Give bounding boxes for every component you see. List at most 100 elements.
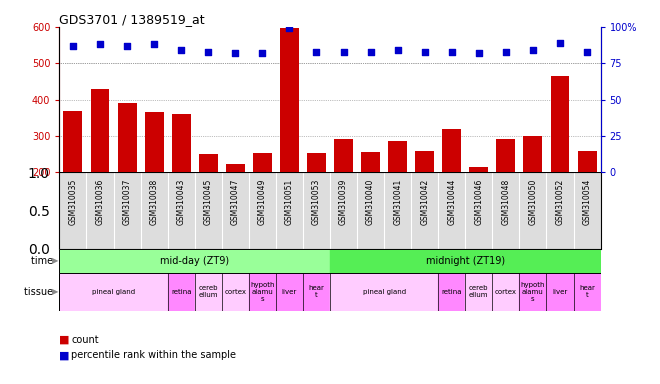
Text: ■: ■ <box>59 350 73 360</box>
Text: GSM310053: GSM310053 <box>312 179 321 225</box>
Text: GSM310048: GSM310048 <box>502 179 510 225</box>
Text: count: count <box>71 335 99 345</box>
Text: GSM310045: GSM310045 <box>204 179 213 225</box>
Text: pineal gland: pineal gland <box>92 289 135 295</box>
Text: GSM310037: GSM310037 <box>123 179 131 225</box>
Point <box>339 48 349 55</box>
Point <box>554 40 565 46</box>
Text: GSM310049: GSM310049 <box>258 179 267 225</box>
Text: GSM310038: GSM310038 <box>150 179 158 225</box>
Text: GSM310054: GSM310054 <box>583 179 591 225</box>
Bar <box>330 273 438 311</box>
Bar <box>307 153 326 172</box>
Text: GSM310040: GSM310040 <box>366 179 375 225</box>
Text: tissue: tissue <box>24 287 56 297</box>
Point <box>176 47 187 53</box>
Bar <box>195 273 222 311</box>
Text: cereb
ellum: cereb ellum <box>199 285 218 298</box>
Text: ▶: ▶ <box>52 256 59 265</box>
Bar <box>334 139 353 172</box>
Point <box>230 50 241 56</box>
Point <box>501 48 512 55</box>
Bar <box>578 151 597 172</box>
Point <box>203 48 214 55</box>
Point <box>257 50 268 56</box>
Bar <box>519 273 546 311</box>
Bar <box>172 114 191 172</box>
Point <box>366 48 376 55</box>
Text: GSM310043: GSM310043 <box>177 179 185 225</box>
Text: GSM310041: GSM310041 <box>393 179 402 225</box>
Point <box>420 48 430 55</box>
Text: percentile rank within the sample: percentile rank within the sample <box>71 350 236 360</box>
Bar <box>145 113 164 172</box>
Text: GSM310035: GSM310035 <box>69 179 77 225</box>
Text: retina: retina <box>442 289 462 295</box>
Bar <box>496 139 515 172</box>
Bar <box>415 151 434 172</box>
Text: mid-day (ZT9): mid-day (ZT9) <box>160 256 229 266</box>
Text: retina: retina <box>171 289 191 295</box>
Text: cortex: cortex <box>224 289 246 295</box>
Text: hear
t: hear t <box>308 285 325 298</box>
Bar <box>361 152 380 172</box>
Bar <box>59 249 330 273</box>
Bar <box>330 249 601 273</box>
Bar <box>168 273 195 311</box>
Text: GSM310051: GSM310051 <box>285 179 294 225</box>
Point <box>474 50 484 56</box>
Bar <box>222 273 249 311</box>
Text: GSM310047: GSM310047 <box>231 179 240 225</box>
Text: GSM310052: GSM310052 <box>556 179 564 225</box>
Bar <box>276 273 303 311</box>
Text: ■: ■ <box>59 335 73 345</box>
Text: GSM310039: GSM310039 <box>339 179 348 225</box>
Bar <box>63 111 82 172</box>
Bar <box>574 273 601 311</box>
Bar <box>442 129 461 172</box>
Text: hear
t: hear t <box>579 285 595 298</box>
Text: liver: liver <box>282 289 297 295</box>
Bar <box>90 89 110 172</box>
Text: hypoth
alamu
s: hypoth alamu s <box>250 282 275 302</box>
Bar <box>253 153 272 172</box>
Text: ▶: ▶ <box>52 288 59 296</box>
Point <box>121 43 132 49</box>
Point <box>447 48 457 55</box>
Bar <box>546 273 574 311</box>
Bar <box>117 103 137 172</box>
Bar <box>492 273 519 311</box>
Text: GSM310044: GSM310044 <box>447 179 456 225</box>
Bar <box>469 167 488 172</box>
Text: GSM310036: GSM310036 <box>96 179 104 225</box>
Text: pineal gland: pineal gland <box>362 289 406 295</box>
Bar <box>59 273 168 311</box>
Point <box>392 47 403 53</box>
Text: GDS3701 / 1389519_at: GDS3701 / 1389519_at <box>59 13 205 26</box>
Bar <box>465 273 492 311</box>
Bar <box>303 273 330 311</box>
Bar <box>388 141 407 172</box>
Bar <box>226 164 245 172</box>
Bar <box>438 273 465 311</box>
Point <box>68 43 79 49</box>
Text: liver: liver <box>552 289 568 295</box>
Point <box>149 41 160 47</box>
Bar <box>199 154 218 172</box>
Text: midnight (ZT19): midnight (ZT19) <box>426 256 505 266</box>
Bar <box>523 136 543 172</box>
Text: GSM310050: GSM310050 <box>529 179 537 225</box>
Text: time: time <box>31 256 56 266</box>
Bar <box>280 28 299 172</box>
Bar <box>249 273 276 311</box>
Point <box>284 25 295 31</box>
Text: cortex: cortex <box>495 289 517 295</box>
Point <box>312 48 322 55</box>
Point <box>95 41 106 47</box>
Text: cereb
ellum: cereb ellum <box>469 285 488 298</box>
Point <box>582 48 593 55</box>
Text: hypoth
alamu
s: hypoth alamu s <box>521 282 545 302</box>
Bar <box>550 76 570 172</box>
Point <box>528 47 539 53</box>
Text: GSM310042: GSM310042 <box>420 179 429 225</box>
